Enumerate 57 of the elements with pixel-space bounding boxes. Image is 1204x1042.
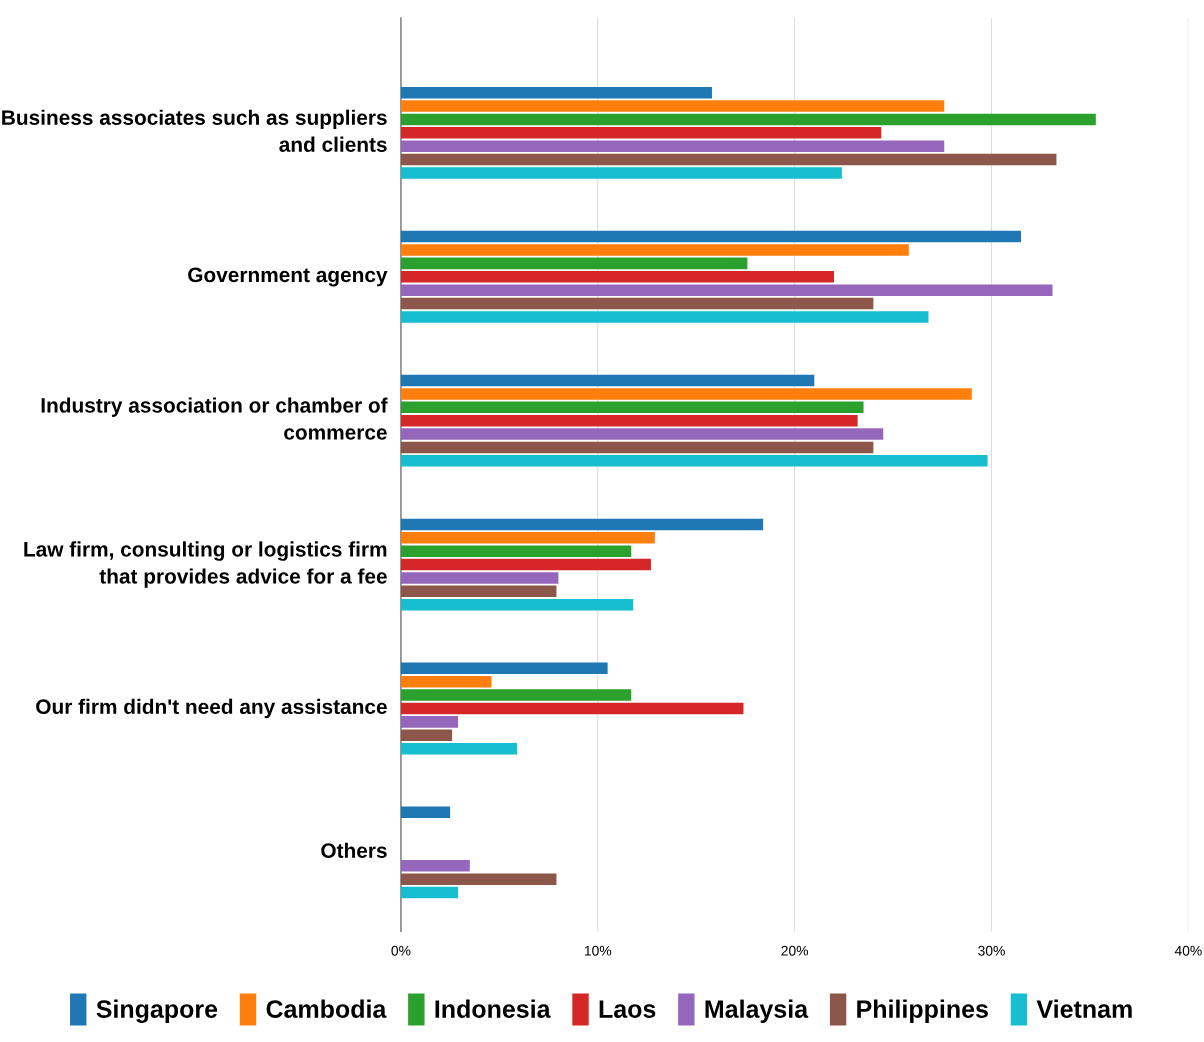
bar <box>400 153 1057 166</box>
legend-label: Cambodia <box>266 999 387 1018</box>
y-tick-label: Government agency <box>188 267 388 287</box>
bar <box>400 702 744 715</box>
bar <box>400 284 1053 296</box>
bar <box>400 598 634 611</box>
x-tick-label: 0% <box>391 945 411 956</box>
bar <box>400 441 874 454</box>
bar <box>400 100 945 112</box>
legend-label: Philippines <box>857 999 988 1023</box>
bar <box>400 545 632 557</box>
bar <box>400 873 557 885</box>
legend-label: Malaysia <box>705 999 809 1023</box>
x-tick-label: 40% <box>1174 945 1202 956</box>
bar <box>400 675 492 688</box>
legend-label: Singapore <box>96 999 218 1024</box>
bar <box>400 86 712 99</box>
legend-label: Indonesia <box>435 999 551 1018</box>
y-tick-label: Our firm didn't need any assistance <box>36 698 387 719</box>
bar <box>400 414 858 427</box>
legend-label: Laos <box>599 1000 656 1018</box>
bar <box>400 428 884 440</box>
bar <box>400 167 842 179</box>
bar <box>400 374 815 387</box>
bar <box>400 518 764 531</box>
bar <box>400 860 470 872</box>
bar <box>400 113 1096 126</box>
legend-label: Vietnam <box>1036 999 1132 1018</box>
bar <box>400 572 559 584</box>
bar <box>400 532 655 544</box>
y-tick-label: Others <box>321 842 387 858</box>
bar <box>400 558 651 571</box>
bar <box>400 388 972 400</box>
bar <box>400 689 632 701</box>
bar <box>400 806 451 818</box>
bar <box>400 662 608 675</box>
bar <box>400 716 459 728</box>
bar <box>400 585 557 598</box>
bar <box>400 127 882 139</box>
bar <box>400 455 988 467</box>
bar <box>400 257 748 270</box>
bar <box>400 140 945 152</box>
x-tick-label: 10% <box>584 945 612 956</box>
bar <box>400 244 909 256</box>
y-tick-label: Business associates such as suppliers and clients <box>2 109 387 152</box>
y-tick-label: Industry association or chamber of commerce <box>41 397 388 440</box>
bar <box>400 729 453 742</box>
x-tick-label: 30% <box>978 945 1005 956</box>
bar <box>400 297 874 310</box>
bar <box>400 886 459 899</box>
bar <box>400 742 518 755</box>
bar <box>400 271 835 283</box>
x-tick-label: 20% <box>781 945 809 956</box>
y-tick-label: Law firm, consulting or logistics firm that provides advice for a fee <box>24 541 387 588</box>
bar <box>400 401 864 414</box>
bar <box>400 311 929 323</box>
bar <box>400 230 1022 243</box>
